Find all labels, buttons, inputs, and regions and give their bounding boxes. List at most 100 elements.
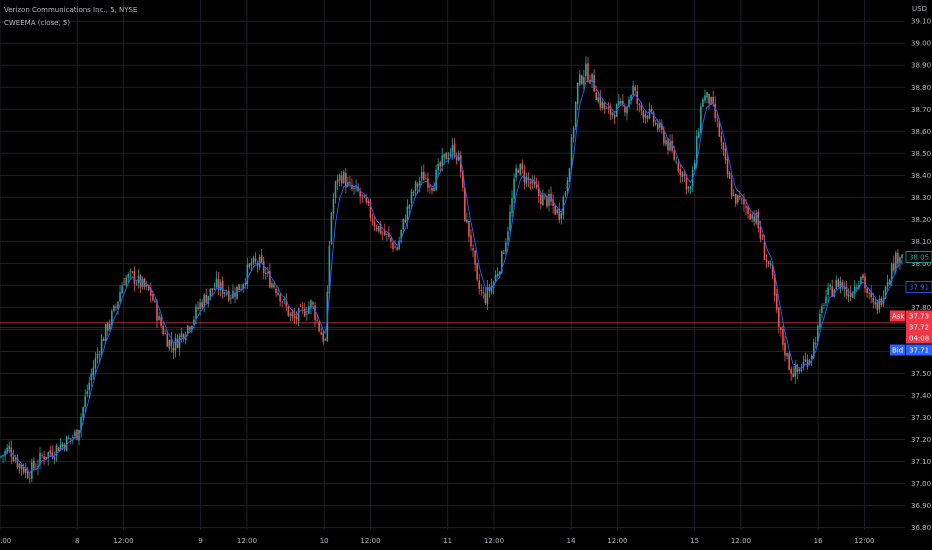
candle-body <box>22 467 25 473</box>
candle-body <box>533 181 536 185</box>
candle-body <box>293 314 296 319</box>
price-tick-label: 38.60 <box>911 128 931 136</box>
time-tick-label: 15 <box>690 537 699 545</box>
candle-body <box>864 276 866 289</box>
candle-body <box>322 332 325 342</box>
candle-body <box>26 470 29 479</box>
candle-body <box>439 162 442 167</box>
candle-body <box>12 456 15 461</box>
time-tick-label: 16 <box>814 537 823 545</box>
price-tick-label: 36.80 <box>911 524 931 532</box>
candle-body <box>724 148 727 161</box>
candle-body <box>888 279 891 285</box>
candle-body <box>798 369 801 372</box>
candle-body <box>119 292 121 302</box>
candle-body <box>802 361 805 368</box>
candle-body <box>817 325 819 343</box>
candle-body <box>232 290 234 299</box>
candle-body <box>398 240 400 250</box>
ask-price-label-box <box>906 310 932 322</box>
candle-body <box>751 214 753 219</box>
countdown-label: 04:08 <box>909 335 929 343</box>
candle-body <box>371 219 374 222</box>
bid-price-label: 37.71 <box>909 347 929 355</box>
candle-body <box>108 324 111 329</box>
candle-body <box>829 284 831 287</box>
candle-body <box>675 161 678 163</box>
candle-body <box>410 191 413 204</box>
candle-body <box>505 242 507 253</box>
candle-body <box>697 131 700 138</box>
ema-price-label-box <box>905 281 932 293</box>
spread-price-label: 37.72 <box>909 324 929 332</box>
price-tick-label: 36.90 <box>911 502 931 510</box>
indicator-title[interactable]: CWEEMA (close, 5) <box>4 19 71 27</box>
candle-body <box>860 276 862 284</box>
candle-body <box>843 286 846 290</box>
candle-body <box>414 181 417 192</box>
price-tick-label: 38.50 <box>911 150 931 158</box>
candle-body <box>297 308 300 322</box>
candle-body <box>408 204 411 209</box>
candle-body <box>135 283 138 285</box>
candle-body <box>328 245 331 294</box>
candle-body <box>529 181 532 184</box>
candle-body <box>644 114 647 118</box>
candle-body <box>178 335 181 349</box>
candle-body <box>895 252 897 272</box>
price-axis[interactable]: USD 39.10 39.00 38.90 38.80 38.70 38.60 38.50 38… <box>911 5 931 532</box>
candle-body <box>866 288 868 294</box>
candle-body <box>384 230 386 236</box>
candle-body <box>111 311 113 326</box>
candle-body <box>825 296 827 304</box>
candle-body <box>459 155 462 172</box>
candle-body <box>874 302 877 305</box>
candle-body <box>425 178 427 180</box>
candle-body <box>100 339 103 356</box>
candle-body <box>634 87 636 91</box>
candle-body <box>357 186 359 192</box>
candle-body <box>271 283 273 288</box>
candle-body <box>365 197 368 203</box>
candle-body <box>244 283 247 284</box>
candle-body <box>72 437 74 438</box>
candle-body <box>225 293 228 295</box>
candle-body <box>412 191 415 193</box>
candle-body <box>763 241 766 260</box>
candle-body <box>886 281 889 287</box>
candle-body <box>90 373 93 381</box>
candle-body <box>620 100 622 104</box>
candle-body <box>687 187 690 188</box>
candle-body <box>792 373 795 378</box>
candle-body <box>312 302 314 305</box>
candle-body <box>613 114 616 119</box>
ask-price-label: 37.73 <box>909 313 929 321</box>
candle-body <box>291 311 294 316</box>
ask-tag: Ask <box>892 313 905 321</box>
candle-body <box>523 170 526 183</box>
candle-body <box>468 221 470 237</box>
candle-body <box>564 192 567 196</box>
legend: Verizon Communications Inc., 5, NYSE CWE… <box>4 4 137 30</box>
candle-body <box>70 438 72 440</box>
candle-body <box>375 227 378 230</box>
currency-label: USD <box>912 5 927 13</box>
candle-body <box>377 225 380 232</box>
candle-body <box>209 288 212 297</box>
candle-body <box>525 176 528 185</box>
candle-body <box>0 456 2 458</box>
time-axis[interactable]: :00 8 12:00 9 12:00 10 12:00 11 12:00 14 12:00 15 12… <box>0 537 875 545</box>
candle-body <box>519 164 522 175</box>
candle-body <box>20 464 23 469</box>
candle-body <box>638 104 641 105</box>
symbol-title[interactable]: Verizon Communications Inc., 5, NYSE <box>4 6 138 14</box>
candle-body <box>884 286 887 298</box>
candle-body <box>369 202 372 218</box>
price-tick-label: 37.80 <box>911 304 931 312</box>
countdown-label-box <box>906 332 932 344</box>
candle-body <box>174 337 177 351</box>
candle-body <box>281 301 283 303</box>
candle-body <box>521 163 524 170</box>
